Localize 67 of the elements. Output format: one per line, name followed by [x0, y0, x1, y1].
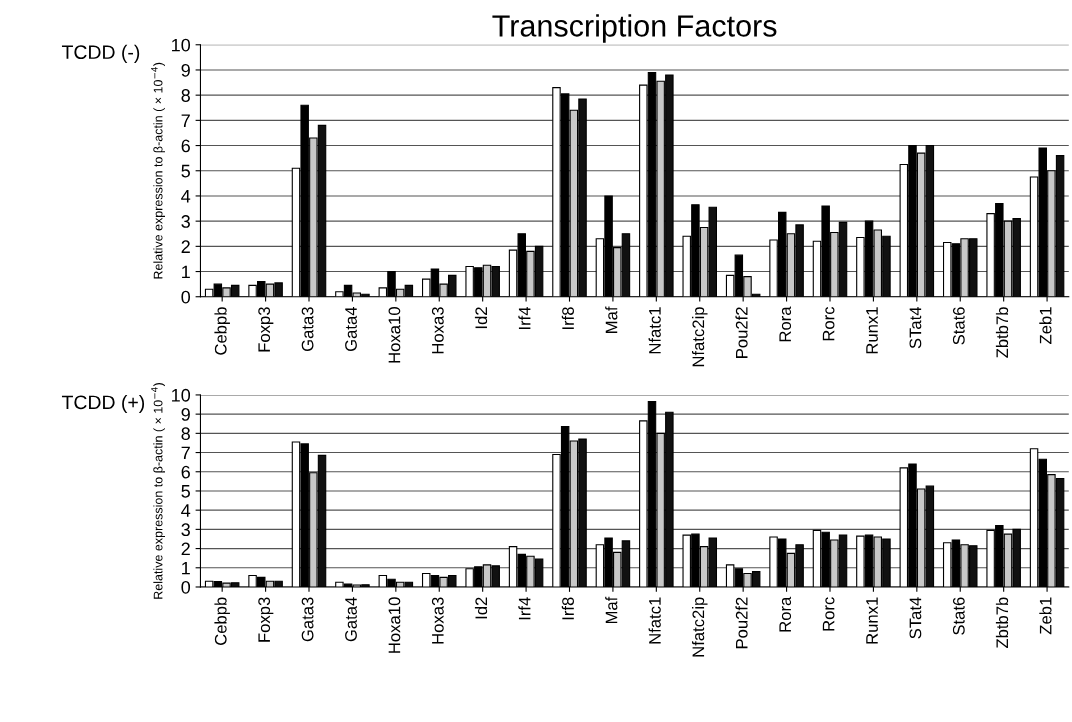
y-tick-label: 6: [181, 465, 190, 479]
x-tick-label: Gata3: [301, 307, 314, 352]
x-tick-label: Runx1: [866, 307, 878, 354]
y-tick-label: 4: [181, 504, 191, 517]
y-tick-label: 4: [181, 190, 191, 203]
x-tick-label: Zbtb7b: [995, 597, 1009, 649]
x-tick-label: Nfatc1: [648, 307, 661, 354]
y-axis-title: Relative expression to β-actin ( × 10$^{−4}$): [151, 383, 165, 599]
y-tick-label: 1: [182, 561, 190, 575]
x-tick-label: Nfatc2ip: [691, 597, 708, 657]
x-tick-label: Id2: [474, 597, 488, 619]
x-tick-label: Irf4: [518, 306, 531, 329]
y-tick-label: 2: [181, 542, 190, 556]
y-tick-label: 1: [182, 265, 190, 279]
y-tick-label: 8: [181, 89, 190, 102]
chart-subtitle: TCDD (-): [61, 44, 140, 63]
x-tick-label: Pou2f2: [735, 307, 748, 358]
y-tick-label: 3: [181, 523, 190, 537]
x-tick-label: Maf: [605, 306, 618, 333]
y-tick-label: 2: [181, 240, 190, 253]
y-tick-label: 0: [181, 290, 191, 304]
x-tick-label: Nfatc2ip: [691, 307, 708, 367]
y-tick-label: 10: [172, 38, 191, 52]
x-tick-label: Rora: [779, 306, 792, 342]
y-tick-label: 0: [181, 580, 191, 594]
y-tick-label: 6: [181, 139, 190, 153]
y-axis-title: Relative expression to β-actin ( × 10$^{−4}$): [151, 62, 165, 279]
x-tick-label: Stat6: [952, 307, 965, 345]
x-tick-label: Foxp3: [258, 307, 274, 352]
x-tick-label: Irf4: [518, 597, 531, 620]
x-tick-label: Zeb1: [1039, 597, 1052, 635]
x-tick-label: Foxp3: [258, 597, 274, 642]
x-tick-label: Hoxa10: [388, 597, 401, 653]
x-tick-label: STat4: [909, 597, 922, 639]
x-tick-label: STat4: [909, 306, 922, 349]
y-tick-label: 5: [181, 485, 190, 498]
y-tick-label: 9: [181, 63, 190, 77]
x-tick-label: Zeb1: [1039, 307, 1052, 344]
y-tick-label: 5: [181, 164, 190, 178]
x-tick-label: Rorc: [822, 597, 835, 631]
x-tick-label: Rora: [779, 596, 792, 632]
x-tick-label: Hoxa10: [388, 307, 401, 363]
x-tick-label: Gata4: [345, 597, 357, 642]
x-tick-label: Rorc: [822, 306, 835, 341]
x-tick-label: Zbtb7b: [995, 307, 1009, 358]
x-tick-label: Hoxa3: [431, 597, 444, 644]
y-tick-label: 3: [181, 215, 190, 228]
y-tick-label: 7: [181, 446, 190, 460]
x-tick-label: Maf: [605, 596, 618, 624]
x-tick-label: Id2: [474, 307, 488, 329]
y-tick-label: 9: [181, 408, 190, 421]
x-tick-label: Irf8: [561, 307, 574, 329]
y-tick-label: 7: [181, 114, 190, 127]
x-tick-label: Hoxa3: [431, 307, 444, 354]
x-tick-label: Irf8: [561, 597, 574, 620]
x-tick-label: Cebpb: [214, 307, 230, 355]
x-tick-label: Stat6: [952, 597, 965, 635]
y-tick-label: 8: [181, 427, 190, 441]
x-tick-label: Cebpb: [214, 597, 230, 645]
x-tick-label: Gata4: [345, 306, 357, 352]
chart-subtitle: TCDD (+): [61, 394, 145, 414]
chart-title: Transcription Factors: [492, 14, 777, 43]
y-tick-label: 10: [172, 388, 191, 402]
x-tick-label: Runx1: [866, 597, 878, 644]
x-tick-label: Gata3: [301, 597, 314, 642]
x-tick-label: Pou2f2: [735, 597, 748, 649]
x-tick-label: Nfatc1: [648, 597, 661, 644]
